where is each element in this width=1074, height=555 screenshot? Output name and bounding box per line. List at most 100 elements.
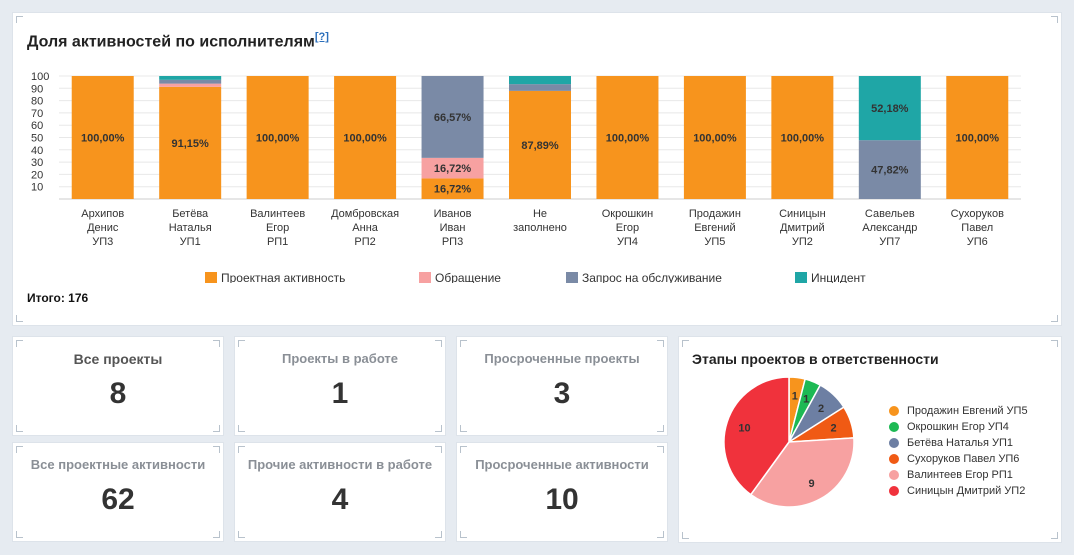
resize-corner-icon[interactable] <box>213 425 220 432</box>
y-tick-label: 40 <box>31 145 43 157</box>
pie-slice-label: 10 <box>738 423 750 435</box>
pie-legend-item[interactable]: Бетёва Наталья УП1 <box>889 437 1013 449</box>
bar-data-label: 87,89% <box>521 140 559 152</box>
resize-corner-icon[interactable] <box>1051 315 1058 322</box>
resize-corner-icon <box>238 531 245 538</box>
resize-corner-icon[interactable] <box>213 531 220 538</box>
pie-legend-label: Продажин Евгений УП5 <box>907 405 1028 417</box>
resize-corner-icon <box>460 425 467 432</box>
x-tick-label: Савельев <box>865 208 915 220</box>
resize-corner-icon <box>435 340 442 347</box>
resize-corner-icon[interactable] <box>435 425 442 432</box>
resize-corner-icon <box>16 315 23 322</box>
resize-corner-icon[interactable] <box>657 531 664 538</box>
stat-card[interactable]: Прочие активности в работе 4 <box>234 442 446 542</box>
y-tick-label: 90 <box>31 83 43 95</box>
resize-corner-icon <box>460 340 467 347</box>
bar-segment[interactable] <box>159 79 222 84</box>
bar-segment[interactable] <box>159 83 222 87</box>
legend-item-service[interactable]: Запрос на обслуживание <box>566 271 722 283</box>
x-tick-label: Не <box>533 208 547 220</box>
legend-dot-icon <box>889 470 899 480</box>
legend-item-project[interactable]: Проектная активность <box>205 271 345 283</box>
legend-dot-icon <box>889 406 899 416</box>
pie-legend-item[interactable]: Валинтеев Егор РП1 <box>889 469 1013 481</box>
pie-legend-item[interactable]: Сухоруков Павел УП6 <box>889 453 1019 465</box>
resize-corner-icon <box>213 340 220 347</box>
y-tick-label: 60 <box>31 120 43 132</box>
bar-data-label: 47,82% <box>871 165 909 177</box>
x-tick-label: Александр <box>862 222 917 234</box>
pie-legend-label: Сухоруков Павел УП6 <box>907 453 1020 465</box>
resize-corner-icon <box>460 446 467 453</box>
bar-segment[interactable] <box>596 76 659 199</box>
stat-card[interactable]: Все проекты 8 <box>12 336 224 436</box>
x-tick-label: РП2 <box>354 236 375 248</box>
stat-value: 10 <box>545 483 579 516</box>
legend-swatch <box>566 272 578 283</box>
stat-label: Проекты в работе <box>281 351 399 366</box>
stat-card[interactable]: Просроченные проекты 3 <box>456 336 668 436</box>
resize-corner-icon <box>238 425 245 432</box>
x-tick-label: заполнено <box>513 222 567 234</box>
x-tick-label: Егор <box>266 222 289 234</box>
legend-dot-icon <box>889 454 899 464</box>
resize-corner-icon[interactable] <box>435 531 442 538</box>
total-count: Итого: 176 <box>27 291 89 305</box>
bar-segment[interactable] <box>421 178 484 199</box>
x-tick-label: Архипов <box>81 208 124 220</box>
bar-segment[interactable] <box>246 76 309 199</box>
stat-value: 4 <box>331 483 349 516</box>
x-tick-label: УП1 <box>180 236 201 248</box>
y-tick-label: 100 <box>31 71 49 83</box>
legend-label: Проектная активность <box>221 271 345 283</box>
pie-legend-item[interactable]: Окрошкин Егор УП4 <box>889 421 1009 433</box>
stat-label: Все проектные активности <box>30 457 206 472</box>
help-link[interactable]: [?] <box>314 31 329 43</box>
pie-slice[interactable] <box>749 437 855 508</box>
bar-segment[interactable] <box>509 84 571 91</box>
bar-segment[interactable] <box>159 86 222 199</box>
stat-card[interactable]: Просроченные активности 10 <box>456 442 668 542</box>
pie-legend-label: Бетёва Наталья УП1 <box>907 437 1014 449</box>
legend-swatch <box>419 272 431 283</box>
bar-segment[interactable] <box>946 76 1009 199</box>
legend-dot-icon <box>889 486 899 496</box>
x-tick-label: Домбровская <box>331 208 399 220</box>
bar-segment[interactable] <box>858 76 921 141</box>
legend-item-incident[interactable]: Инцидент <box>795 271 866 283</box>
bar-data-label: 16,72% <box>434 184 472 196</box>
bar-segment[interactable] <box>771 76 834 199</box>
stat-card[interactable]: Проекты в работе 1 <box>234 336 446 436</box>
x-tick-label: УП7 <box>879 236 900 248</box>
stat-label: Просроченные активности <box>475 457 649 472</box>
y-tick-label: 70 <box>31 108 43 120</box>
bar-segment[interactable] <box>71 76 134 199</box>
pie-legend-item[interactable]: Продажин Евгений УП5 <box>889 405 1028 417</box>
resize-corner-icon <box>16 531 23 538</box>
chart-title-text: Доля активностей по исполнителям <box>27 33 315 51</box>
stat-card[interactable]: Все проектные активности 62 <box>12 442 224 542</box>
resize-corner-icon[interactable] <box>1051 532 1058 539</box>
bar-segment[interactable] <box>509 76 571 85</box>
stat-value: 62 <box>101 483 135 516</box>
resize-corner-icon[interactable] <box>657 425 664 432</box>
y-tick-label: 30 <box>31 157 43 169</box>
pie-slice-label: 1 <box>803 393 809 405</box>
bar-data-label: 91,15% <box>172 138 210 150</box>
bar-segment[interactable] <box>421 75 484 158</box>
bar-segment[interactable] <box>159 76 222 80</box>
bar-segment[interactable] <box>509 90 571 199</box>
legend-item-request[interactable]: Обращение <box>419 271 501 283</box>
bar-segment[interactable] <box>683 76 746 199</box>
bar-segment[interactable] <box>421 157 484 179</box>
bar-segment[interactable] <box>858 140 921 199</box>
x-tick-label: РП3 <box>442 236 463 248</box>
y-tick-label: 10 <box>31 182 43 194</box>
pie-slice[interactable] <box>723 376 790 496</box>
pie-legend-item[interactable]: Синицын Дмитрий УП2 <box>889 485 1025 497</box>
bar-segment[interactable] <box>334 76 397 199</box>
bar-data-label: 52,18% <box>871 103 909 115</box>
